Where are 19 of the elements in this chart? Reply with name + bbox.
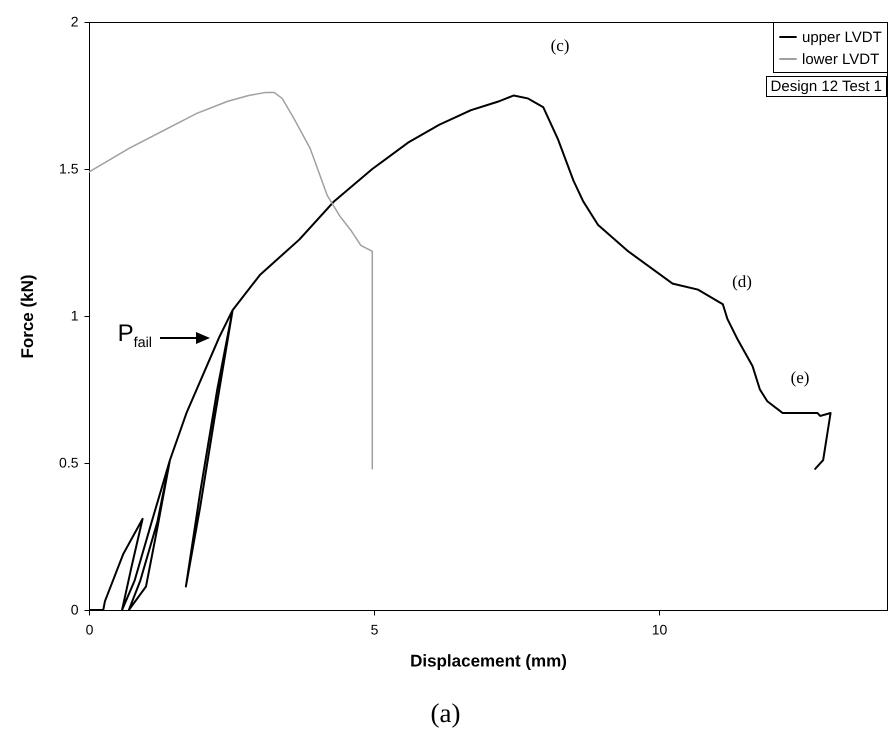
legend-label: upper LVDT	[802, 29, 882, 46]
line-series	[89, 92, 374, 470]
y-tick-label: 1	[70, 308, 79, 324]
y-tick-label: 0	[70, 602, 79, 618]
annotation: Design 12 Test 1	[766, 76, 887, 97]
y-tick-label: 1.5	[59, 160, 79, 176]
annotation: (e)	[790, 368, 810, 388]
annotation: (c)	[550, 36, 570, 56]
y-tick-label: 2	[70, 14, 79, 30]
x-tick-label: 0	[86, 622, 94, 638]
x-tick-label: 5	[370, 622, 379, 638]
annotation: (d)	[732, 272, 752, 292]
y-tick-label: 0.5	[59, 454, 79, 470]
annotation: P$_{fail}$	[118, 320, 152, 350]
x-tick-label: 10	[652, 622, 668, 638]
text: (a)	[430, 698, 462, 729]
legend-label: lower LVDT	[802, 51, 880, 68]
y-axis-title: Force (kN)	[18, 274, 38, 359]
x-axis-title: Displacement (mm)	[410, 652, 567, 670]
